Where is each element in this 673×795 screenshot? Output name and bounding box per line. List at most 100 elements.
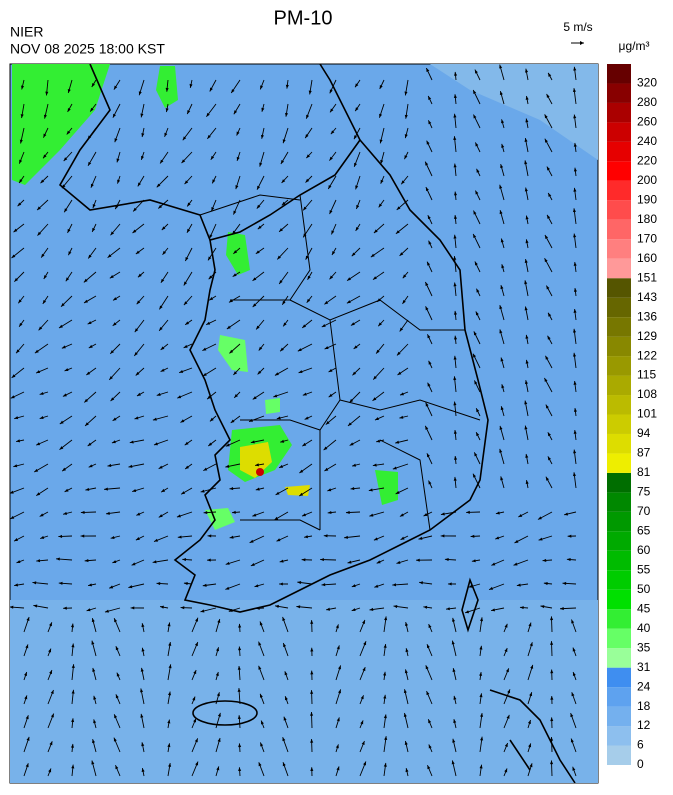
wind-arrow-head bbox=[64, 368, 69, 372]
wind-arrow-head bbox=[383, 671, 387, 676]
wind-arrow-head bbox=[128, 464, 133, 468]
wind-arrow-head bbox=[427, 215, 431, 220]
wind-arrow-head bbox=[24, 672, 27, 677]
wind-arrow-head bbox=[426, 68, 430, 73]
wind-arrow-head bbox=[259, 621, 263, 626]
wind-arrow-head bbox=[225, 586, 230, 590]
wind-arrow-head bbox=[305, 255, 309, 260]
pm-area bbox=[240, 442, 272, 478]
colorbar-box bbox=[607, 531, 631, 551]
wind-arrow-head bbox=[160, 278, 165, 283]
colorbar-label: 180 bbox=[637, 212, 657, 226]
wind-arrow-head bbox=[19, 322, 23, 327]
wind-arrow-head bbox=[39, 391, 44, 395]
wind-arrow-head bbox=[283, 322, 287, 327]
wind-arrow-head bbox=[323, 534, 328, 538]
wind-arrow-head bbox=[19, 139, 23, 144]
wind-arrow-head bbox=[573, 167, 577, 172]
wind-arrow-head bbox=[320, 558, 324, 562]
wind-arrow-head bbox=[524, 138, 528, 142]
wind-arrow-head bbox=[524, 425, 528, 430]
wind-arrow-head bbox=[353, 135, 358, 140]
wind-arrow-head bbox=[282, 737, 286, 742]
wind-arrow-head bbox=[58, 534, 63, 538]
wind-arrow-head bbox=[11, 254, 16, 259]
wind-arrow-head bbox=[447, 582, 452, 586]
wind-arrow-head bbox=[404, 155, 408, 160]
wind-arrow-head bbox=[399, 513, 404, 517]
wind-arrow-head bbox=[352, 463, 357, 467]
wind-arrow-head bbox=[500, 406, 504, 411]
wind-arrow-head bbox=[117, 179, 121, 184]
wind-arrow-head bbox=[71, 689, 75, 694]
wind-arrow-head bbox=[180, 419, 185, 423]
wind-arrow-head bbox=[572, 352, 577, 357]
wind-arrow-head bbox=[310, 620, 314, 624]
colorbar-label: 60 bbox=[637, 543, 651, 557]
wind-arrow-head bbox=[335, 744, 339, 749]
wind-arrow-head bbox=[152, 560, 157, 564]
wind-arrow-head bbox=[83, 278, 88, 283]
wind-arrow-head bbox=[59, 446, 64, 450]
pm-area bbox=[226, 232, 250, 275]
wind-arrow-head bbox=[550, 760, 554, 765]
wind-arrow-head bbox=[500, 238, 504, 243]
wind-arrow-head bbox=[504, 623, 508, 628]
wind-arrow-head bbox=[572, 647, 576, 652]
colorbar-box bbox=[607, 200, 631, 220]
wind-arrow-head bbox=[181, 159, 186, 164]
wind-arrow-head bbox=[350, 322, 355, 326]
wind-arrow-head bbox=[499, 210, 503, 215]
wind-arrow-head bbox=[285, 112, 289, 117]
wind-arrow-head bbox=[36, 370, 41, 374]
wind-arrow-head bbox=[236, 131, 240, 136]
wind-arrow-head bbox=[331, 251, 336, 256]
wind-arrow-head bbox=[550, 717, 554, 722]
wind-arrow-head bbox=[135, 537, 140, 541]
wind-arrow-head bbox=[537, 516, 542, 520]
wind-arrow-head bbox=[68, 251, 72, 256]
colorbar-box bbox=[607, 219, 631, 240]
wind-arrow-head bbox=[572, 766, 576, 771]
wind-arrow-head bbox=[141, 742, 145, 747]
wind-arrow-head bbox=[186, 228, 191, 233]
wind-arrow-head bbox=[255, 250, 260, 254]
wind-arrow-head bbox=[573, 308, 577, 313]
colorbar-label: 101 bbox=[637, 407, 657, 421]
wind-arrow-head bbox=[356, 204, 360, 209]
colorbar-label: 50 bbox=[637, 582, 651, 596]
wind-arrow-head bbox=[550, 737, 554, 741]
wind-arrow-head bbox=[303, 206, 307, 211]
wind-arrow-head bbox=[308, 90, 312, 95]
wind-arrow-head bbox=[279, 228, 283, 232]
wind-arrow-head bbox=[495, 511, 500, 515]
colorbar-label: 75 bbox=[637, 485, 651, 499]
wind-arrow-head bbox=[547, 335, 551, 340]
wind-arrow-head bbox=[499, 64, 503, 69]
wind-arrow-head bbox=[215, 671, 219, 676]
colorbar-box bbox=[607, 687, 631, 707]
wind-arrow-head bbox=[42, 299, 47, 304]
wind-arrow-head bbox=[61, 184, 66, 189]
wind-arrow-head bbox=[324, 467, 329, 472]
wind-arrow-head bbox=[158, 465, 163, 469]
wind-arrow-head bbox=[281, 201, 286, 206]
wind-arrow-head bbox=[373, 375, 377, 380]
wind-arrow-head bbox=[115, 694, 119, 699]
colorbar-box bbox=[607, 511, 631, 532]
wind-arrow-head bbox=[216, 692, 220, 697]
wind-arrow-head bbox=[182, 136, 187, 141]
wind-arrow-head bbox=[183, 344, 188, 348]
wind-arrow-head bbox=[355, 83, 359, 88]
wind-arrow-head bbox=[474, 452, 478, 457]
wind-arrow-head bbox=[277, 255, 281, 260]
wind-arrow-head bbox=[347, 277, 351, 281]
wind-arrow-head bbox=[453, 94, 457, 99]
wind-arrow-head bbox=[473, 331, 477, 336]
wind-arrow-head bbox=[90, 183, 94, 188]
wind-arrow-head bbox=[369, 607, 374, 611]
wind-arrow-head bbox=[259, 693, 263, 698]
wind-arrow-head bbox=[159, 305, 163, 310]
wind-arrow-head bbox=[37, 206, 41, 211]
wind-arrow-head bbox=[49, 670, 53, 675]
